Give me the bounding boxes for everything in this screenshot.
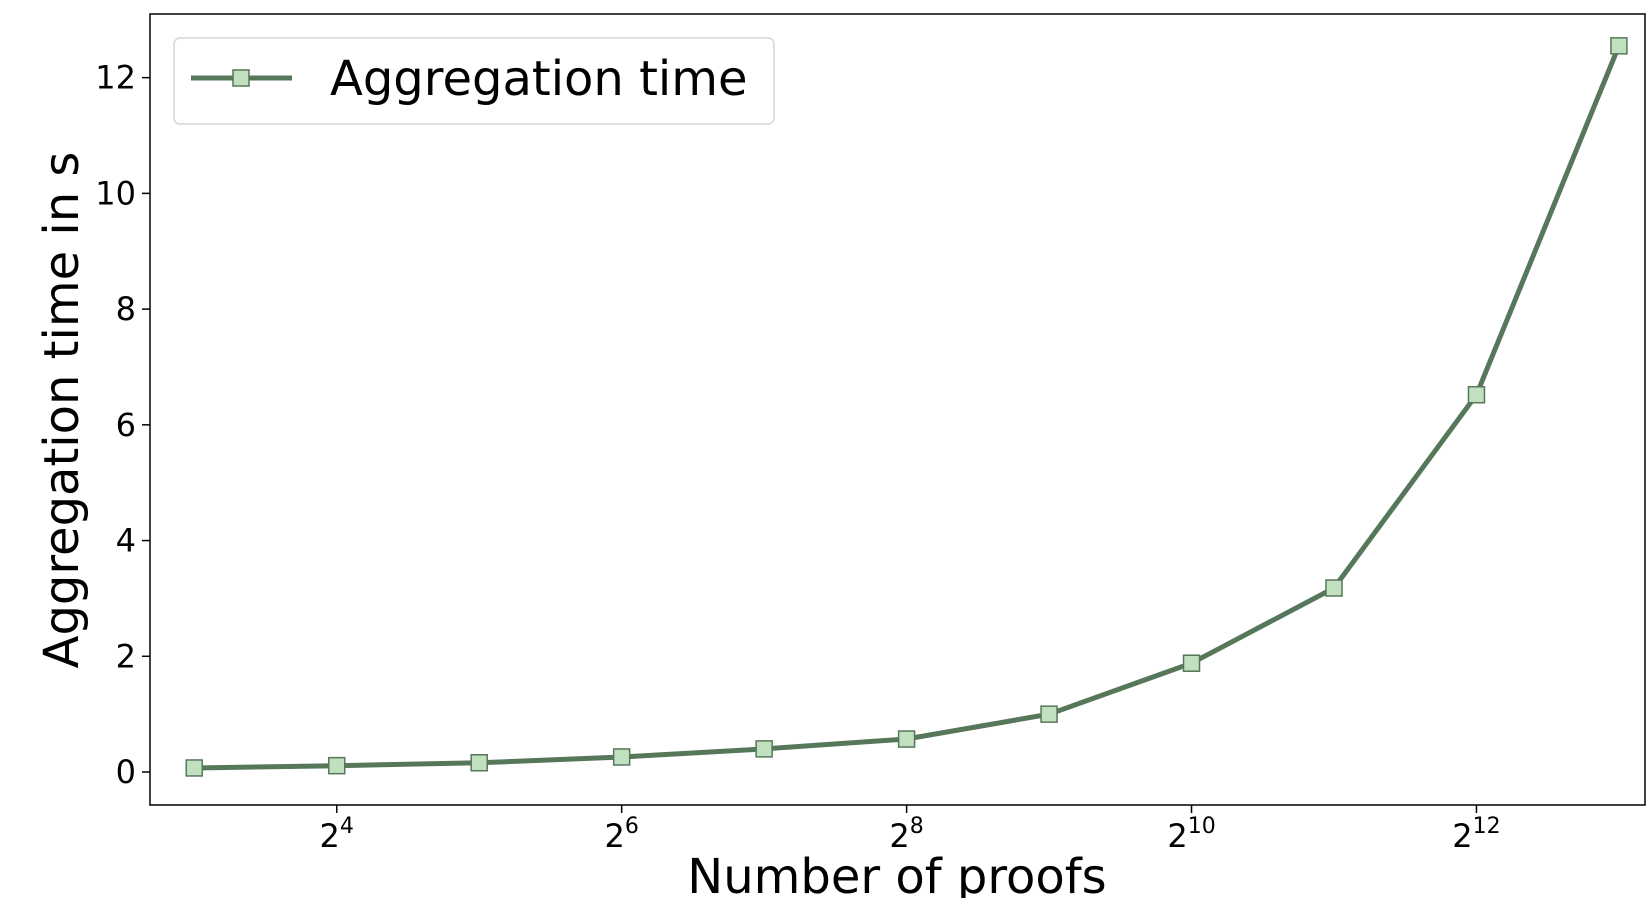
x-tick-label: 212 (1452, 814, 1500, 855)
data-point (755, 740, 773, 758)
data-point (185, 759, 204, 777)
x-axis: 24 26 28 210 212 (320, 805, 1501, 855)
y-axis: 0 2 4 6 8 10 12 (95, 59, 150, 791)
data-point (1040, 705, 1058, 723)
y-tick-label: 10 (95, 174, 136, 212)
data-point (612, 748, 631, 766)
legend: Aggregation time (173, 37, 775, 125)
series-layer (185, 37, 1628, 777)
x-tick-label: 24 (320, 814, 354, 855)
y-tick-label: 4 (116, 522, 136, 560)
x-tick-label: 28 (889, 814, 923, 855)
x-tick-label: 210 (1167, 814, 1215, 855)
series-line (194, 44, 1622, 771)
y-tick-label: 12 (95, 59, 136, 97)
y-tick-label: 8 (116, 290, 136, 328)
y-tick-label: 2 (116, 637, 136, 675)
data-point (327, 756, 346, 775)
legend-box (173, 37, 775, 125)
data-point (1610, 37, 1628, 55)
y-tick-label: 6 (116, 406, 136, 444)
data-point (1467, 385, 1486, 404)
legend-label: Aggregation time (330, 51, 748, 107)
x-tick-label: 26 (604, 814, 638, 855)
plot-frame (149, 13, 1646, 806)
y-tick-label: 0 (116, 753, 136, 791)
x-axis-title: Number of proofs (687, 849, 1106, 898)
data-point (470, 754, 488, 772)
data-point (1325, 579, 1343, 597)
legend-marker-sample (232, 69, 250, 87)
y-axis-title: Aggregation time in s (34, 152, 90, 669)
data-point (897, 730, 916, 748)
data-point (1182, 654, 1201, 672)
